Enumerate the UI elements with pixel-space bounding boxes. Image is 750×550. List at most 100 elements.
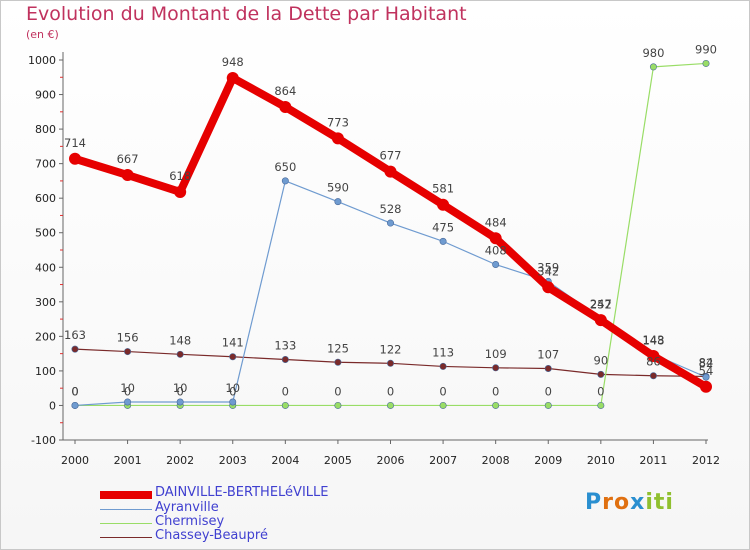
data-label-dainville: 773 [327, 115, 349, 129]
data-label-dainville: 581 [432, 182, 454, 196]
y-tick-label: 0 [49, 399, 56, 412]
data-point-dainville [384, 165, 397, 178]
x-tick-label: 2003 [219, 454, 247, 467]
data-point-chassey [649, 372, 657, 380]
data-point-chermisey [702, 59, 710, 67]
data-point-dainville [174, 185, 187, 198]
legend-swatch-dainville [100, 491, 152, 499]
x-tick-label: 2006 [377, 454, 405, 467]
data-label-chermisey: 990 [695, 42, 717, 56]
y-tick-label: 600 [35, 192, 56, 205]
data-point-chassey [492, 364, 500, 372]
data-label-chermisey: 0 [124, 384, 131, 398]
data-label-chassey: 90 [594, 353, 609, 367]
data-label-chermisey: 0 [71, 384, 78, 398]
data-label-chassey: 84 [699, 355, 714, 369]
data-label-dainville: 484 [485, 215, 507, 229]
data-label-ayranville: 148 [642, 333, 664, 347]
data-label-ayranville: 252 [590, 297, 612, 311]
data-point-ayranville [71, 401, 79, 409]
data-point-ayranville [281, 177, 289, 185]
data-label-ayranville: 82 [699, 356, 714, 370]
data-label-dainville: 948 [222, 55, 244, 69]
y-tick-label: 1000 [28, 54, 56, 67]
data-point-chassey [176, 350, 184, 358]
data-label-chassey: 133 [274, 339, 296, 353]
data-point-dainville [121, 169, 134, 182]
data-label-ayranville: 0 [71, 384, 78, 398]
data-label-dainville: 667 [117, 152, 139, 166]
data-label-chermisey: 0 [597, 384, 604, 398]
data-label-ayranville: 10 [173, 381, 188, 395]
data-label-dainville: 864 [274, 84, 296, 98]
data-label-dainville: 714 [64, 136, 86, 150]
logo-letter: r [602, 490, 614, 515]
x-tick-label: 2009 [534, 454, 562, 467]
y-tick-label: 200 [35, 330, 56, 343]
data-label-chassey: 113 [432, 345, 454, 359]
data-label-chermisey: 0 [334, 384, 341, 398]
legend-label-chassey: Chassey-Beaupré [155, 528, 268, 543]
data-label-chermisey: 0 [545, 384, 552, 398]
x-tick-label: 2002 [166, 454, 194, 467]
data-point-ayranville [334, 198, 342, 206]
logo-letter: i [645, 490, 654, 515]
data-label-chassey: 148 [169, 333, 191, 347]
data-label-chermisey: 0 [177, 384, 184, 398]
data-point-chermisey [281, 401, 289, 409]
x-tick-label: 2012 [692, 454, 720, 467]
data-point-ayranville [386, 219, 394, 227]
data-point-chermisey [334, 401, 342, 409]
data-point-dainville [489, 232, 502, 245]
data-point-chassey [544, 364, 552, 372]
x-tick-label: 2001 [114, 454, 142, 467]
legend-label-dainville: DAINVILLE-BERTHELéVILLE [155, 485, 329, 500]
data-point-chassey [439, 362, 447, 370]
data-point-chassey [334, 358, 342, 366]
y-tick-label: -100 [31, 434, 56, 447]
data-label-ayranville: 10 [225, 381, 240, 395]
data-label-dainville: 618 [169, 169, 191, 183]
data-point-dainville [279, 100, 292, 113]
data-point-chassey [229, 353, 237, 361]
data-point-chermisey [544, 401, 552, 409]
x-tick-label: 2011 [639, 454, 667, 467]
data-point-dainville [700, 380, 712, 393]
data-label-ayranville: 590 [327, 181, 349, 195]
y-tick-label: 400 [35, 261, 56, 274]
data-point-dainville [542, 281, 555, 294]
data-point-dainville [226, 71, 239, 84]
data-label-chassey: 125 [327, 341, 349, 355]
data-point-chassey [124, 348, 132, 356]
chart-subtitle: (en €) [26, 28, 59, 41]
x-tick-label: 2010 [587, 454, 615, 467]
data-point-chassey [597, 370, 605, 378]
data-label-chermisey: 0 [282, 384, 289, 398]
data-label-chermisey: 0 [439, 384, 446, 398]
data-point-dainville [594, 314, 607, 327]
data-point-chassey [281, 356, 289, 364]
data-label-chassey: 163 [64, 328, 86, 342]
data-label-chermisey: 980 [642, 46, 664, 60]
logo-letter: P [585, 490, 603, 515]
data-point-dainville [437, 198, 450, 211]
data-point-ayranville [702, 373, 710, 381]
x-tick-label: 2000 [61, 454, 89, 467]
data-label-chassey: 109 [485, 347, 507, 361]
data-label-chermisey: 0 [492, 384, 499, 398]
data-label-dainville: 54 [699, 364, 714, 378]
data-label-chassey: 156 [117, 331, 139, 345]
legend-swatch-chermisey [100, 523, 152, 524]
y-tick-label: 800 [35, 123, 56, 136]
data-point-ayranville [176, 398, 184, 406]
x-tick-label: 2008 [482, 454, 510, 467]
data-point-chermisey [439, 401, 447, 409]
y-tick-label: 900 [35, 89, 56, 102]
data-label-chermisey: 0 [387, 384, 394, 398]
data-point-dainville [331, 132, 344, 145]
data-label-chassey: 141 [222, 336, 244, 350]
data-label-chermisey: 0 [229, 384, 236, 398]
data-label-ayranville: 475 [432, 220, 454, 234]
